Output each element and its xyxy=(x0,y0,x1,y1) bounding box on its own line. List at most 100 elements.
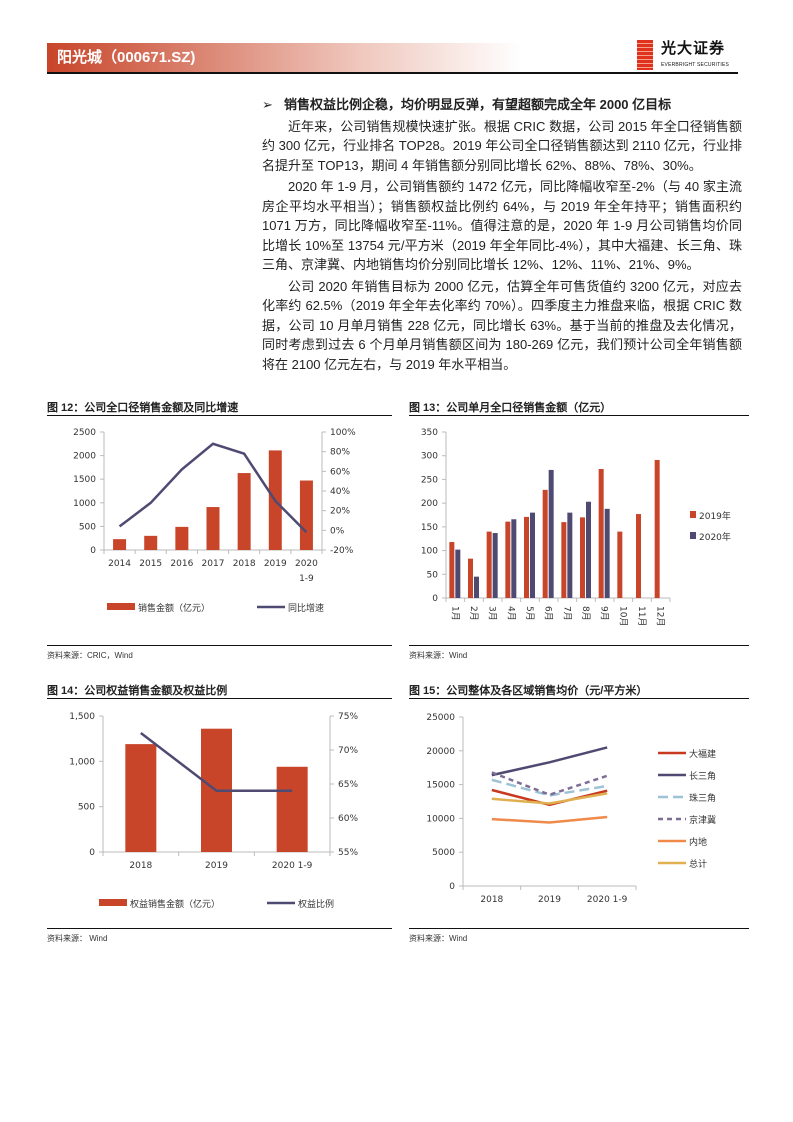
bar xyxy=(580,517,585,598)
y-tick-label: 0 xyxy=(449,882,455,892)
bar xyxy=(455,549,461,598)
legend-label: 珠三角 xyxy=(689,792,716,804)
x-tick-label: 5月 xyxy=(524,606,535,621)
y-tick-label: 500 xyxy=(79,522,96,532)
series-line xyxy=(491,778,608,797)
bar xyxy=(486,531,492,598)
bar xyxy=(299,480,313,550)
legend-label: 2020年 xyxy=(699,531,731,543)
bar xyxy=(604,508,610,598)
x-tick-label: 8月 xyxy=(580,606,591,621)
series-line xyxy=(491,771,608,797)
bar xyxy=(654,459,660,598)
paragraph: 2020 年 1-9 月，公司销售额约 1472 亿元，同比降幅收窄至-2%（与… xyxy=(262,179,742,272)
paragraph: 公司 2020 年销售目标为 2000 亿元，估算全年可售货值约 3200 亿元… xyxy=(262,278,742,372)
figure-source: 资料来源：Wind xyxy=(409,928,749,944)
figure-title: 图 12：公司全口径销售金额及同比增速 xyxy=(47,401,392,416)
header-divider xyxy=(47,72,738,74)
y-tick-label: 15000 xyxy=(426,781,455,791)
x-tick-label: 2020 1-9 xyxy=(272,861,313,871)
bar xyxy=(505,521,511,598)
x-tick-label: 2017 xyxy=(202,559,225,569)
bar xyxy=(492,533,498,598)
bar xyxy=(237,473,251,550)
series-line xyxy=(118,442,308,534)
legend-label: 权益销售金额（亿元） xyxy=(130,898,220,910)
y-tick-label: 250 xyxy=(421,475,438,485)
y2-tick-label: 60% xyxy=(330,467,350,477)
bar xyxy=(548,469,554,598)
x-tick-label: 1月 xyxy=(449,606,460,621)
y-tick-label: 1,000 xyxy=(69,757,95,767)
x-tick-label: 6月 xyxy=(543,606,554,621)
x-tick-label: 2018 xyxy=(129,861,152,871)
x-tick-label: 4月 xyxy=(505,606,516,621)
legend-label: 长三角 xyxy=(689,770,716,782)
y-tick-label: 0 xyxy=(89,848,95,858)
arrow-bullet-icon: ➢ xyxy=(262,97,273,112)
x-tick-label: 9月 xyxy=(599,606,610,621)
figure-13: 图 13：公司单月全口径销售金额（亿元） 0 50 100 150 200 250 300 3… xyxy=(409,401,749,641)
legend-label: 2019年 xyxy=(699,510,731,522)
bar xyxy=(561,522,567,598)
chart-svg: 0 500 1,000 1,500 55% 60% 65% 70% 75% 2018 2019 202… xyxy=(69,712,358,910)
x-tick-label: 2015 xyxy=(139,559,162,569)
y-tick-label: 10000 xyxy=(426,814,455,824)
x-tick-label: 2020 xyxy=(295,559,318,569)
y2-tick-label: -20% xyxy=(330,546,354,556)
bar xyxy=(276,766,308,852)
x-tick-label: 2019 xyxy=(264,559,287,569)
y-tick-label: 300 xyxy=(421,452,438,462)
figure-source: 资料来源： Wind xyxy=(47,928,392,944)
x-tick-label: 2016 xyxy=(170,559,193,569)
y2-tick-label: 75% xyxy=(338,712,358,722)
y-tick-label: 100 xyxy=(421,547,438,557)
bar xyxy=(567,512,573,598)
figure-title: 图 15：公司整体及各区域销售均价（元/平方米） xyxy=(409,684,749,699)
y-tick-label: 25000 xyxy=(426,713,455,723)
bar xyxy=(175,526,189,550)
bar xyxy=(468,558,473,598)
figure-14: 图 14：公司权益销售金额及权益比例 0 500 1,000 1,500 55% 60% 6… xyxy=(47,684,392,924)
legend-label: 权益比例 xyxy=(298,898,334,910)
logo-cn: 光大证券 xyxy=(661,40,726,57)
series-line xyxy=(491,788,608,807)
legend-label: 总计 xyxy=(689,858,707,870)
y-tick-label: 0 xyxy=(432,594,438,604)
y-tick-label: 1000 xyxy=(73,499,96,509)
series-line xyxy=(491,815,608,824)
legend-swatch xyxy=(99,899,127,906)
bar xyxy=(636,514,641,598)
y2-tick-label: 100% xyxy=(330,428,356,438)
bar xyxy=(113,539,127,550)
bar xyxy=(598,468,604,598)
legend-swatch xyxy=(690,511,696,518)
figure-12: 图 12：公司全口径销售金额及同比增速 0 500 1000 1500 2000 2500… xyxy=(47,401,392,641)
y2-tick-label: 70% xyxy=(338,746,358,756)
y2-tick-label: 20% xyxy=(330,507,350,517)
logo-mark-icon xyxy=(637,40,653,70)
y-tick-label: 1,500 xyxy=(69,712,95,722)
x-tick-label: 2019 xyxy=(205,861,228,871)
x-tick-label: 10月 xyxy=(617,606,628,626)
figure-title: 图 14：公司权益销售金额及权益比例 xyxy=(47,684,392,699)
legend-label: 京津冀 xyxy=(689,814,716,826)
series-line xyxy=(140,732,293,793)
y2-tick-label: 0% xyxy=(330,526,345,536)
figure-title: 图 13：公司单月全口径销售金额（亿元） xyxy=(409,401,749,416)
chart-svg: 0 500 1000 1500 2000 2500 -20% 0% 20% 40% 60% 80% 10… xyxy=(73,428,356,614)
paragraph: 近年来，公司销售规模快速扩张。根据 CRIC 数据，公司 2015 年全口径销售… xyxy=(262,118,742,173)
chart-svg: 0 50 100 150 200 250 300 350 1月 2月 3月 4月 5月 6月 7月 8月 9月 1… xyxy=(421,428,731,626)
x-tick-label: 11月 xyxy=(636,606,647,626)
legend-label: 同比增速 xyxy=(288,602,324,614)
legend-label: 销售金额（亿元） xyxy=(138,602,210,614)
x-tick-label: 2月 xyxy=(468,606,479,621)
report-title: 阳光城（000671.SZ) xyxy=(57,49,196,66)
y-tick-label: 20000 xyxy=(426,747,455,757)
everbright-logo: 光大证券 EVERBRIGHT SECURITIES xyxy=(637,40,747,72)
bar xyxy=(511,519,517,598)
chart-svg: 0 5000 10000 15000 20000 25000 2018 2019 2020 1-… xyxy=(426,713,716,905)
bar xyxy=(542,489,548,598)
x-tick-label: 2018 xyxy=(480,895,503,905)
x-tick-label: 2020 1-9 xyxy=(587,895,628,905)
